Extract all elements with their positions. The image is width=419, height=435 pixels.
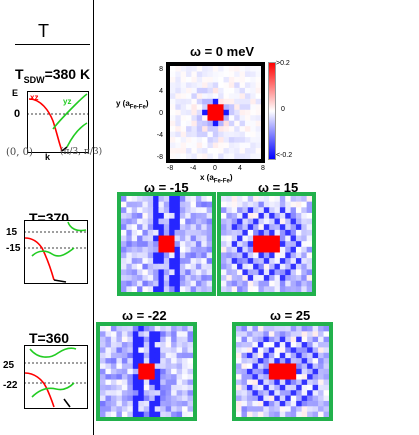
xlabel-text: x (a: [200, 173, 214, 182]
ldos-map-omega-0: [166, 62, 265, 163]
heatmap-cells: [221, 196, 312, 292]
ldos-map-omega-25: [232, 322, 333, 421]
map-title-omega-m15: ω = -15: [144, 180, 189, 195]
heatmap-cells: [170, 66, 261, 159]
column-header-t: T: [38, 21, 49, 41]
t370-upper-energy: 15: [6, 227, 18, 238]
colorbar: [268, 62, 276, 160]
t370-lower-energy: -15: [6, 243, 21, 254]
header-divider: [15, 44, 90, 45]
heatmap-cells: [121, 196, 212, 292]
axis-k-label: k: [45, 152, 51, 162]
colorbar-mid-label: 0: [281, 106, 285, 113]
band-xz-label: xz: [30, 93, 39, 102]
sdw-temp-main: T: [15, 66, 24, 82]
band-yz-label: yz: [63, 97, 72, 106]
ldos-map-omega-m15: [117, 192, 216, 296]
xtick: 8: [261, 165, 265, 172]
k-start-label: (0, 0): [6, 147, 33, 158]
xlabel-end: ): [229, 173, 233, 182]
band-structure-sdw: [27, 91, 89, 158]
colorbar-max-label: >0.2: [276, 60, 290, 67]
main-map-xlabel: x (aFe-Fe): [200, 173, 232, 185]
ytick: 0: [159, 110, 163, 117]
xlabel-sub: Fe-Fe: [213, 178, 230, 185]
ylabel-text: y (a: [116, 99, 130, 108]
ylabel-sub: Fe-Fe: [129, 104, 146, 111]
main-map-ylabel: y (aFe-Fe): [116, 99, 148, 111]
map-title-omega-25: ω = 25: [270, 308, 311, 323]
heatmap-cells: [236, 326, 329, 417]
xtick: -4: [190, 165, 197, 172]
t360-lower-energy: -22: [3, 380, 18, 391]
main-map-xticks: -8 -4 0 4 8: [166, 165, 272, 175]
xtick: -8: [167, 165, 174, 172]
t360-label: T=360: [29, 330, 70, 346]
ytick: -8: [156, 154, 163, 161]
xtick: 4: [238, 165, 242, 172]
ldos-map-omega-m22: [96, 322, 197, 421]
sdw-temp-sub: SDW: [23, 74, 45, 85]
ylabel-end: ): [145, 99, 149, 108]
xtick: 0: [213, 165, 217, 172]
map-title-omega-15: ω = 15: [258, 180, 299, 195]
k-end-label: (π/3, π/3): [60, 147, 103, 157]
sdw-temp-value: =380 K: [44, 66, 91, 82]
sdw-temperature-label: TSDW=380 K: [15, 66, 90, 85]
ytick: 4: [159, 88, 163, 95]
zero-energy-label: 0: [14, 108, 21, 120]
main-map-title: ω = 0 meV: [190, 44, 255, 59]
t360-upper-energy: 25: [3, 360, 15, 371]
band-structure-370: [24, 220, 88, 289]
colorbar-min-label: <-0.2: [276, 152, 293, 159]
column-divider: [93, 0, 94, 435]
axis-e-label: E: [12, 88, 19, 98]
heatmap-cells: [100, 326, 193, 417]
band-structure-360: [24, 345, 88, 414]
ytick: 8: [159, 66, 163, 73]
ytick: -4: [156, 132, 163, 139]
main-map-yticks: 8 4 0 -4 -8: [155, 66, 163, 166]
ldos-map-omega-15: [217, 192, 316, 296]
map-title-omega-m22: ω = -22: [122, 308, 167, 323]
